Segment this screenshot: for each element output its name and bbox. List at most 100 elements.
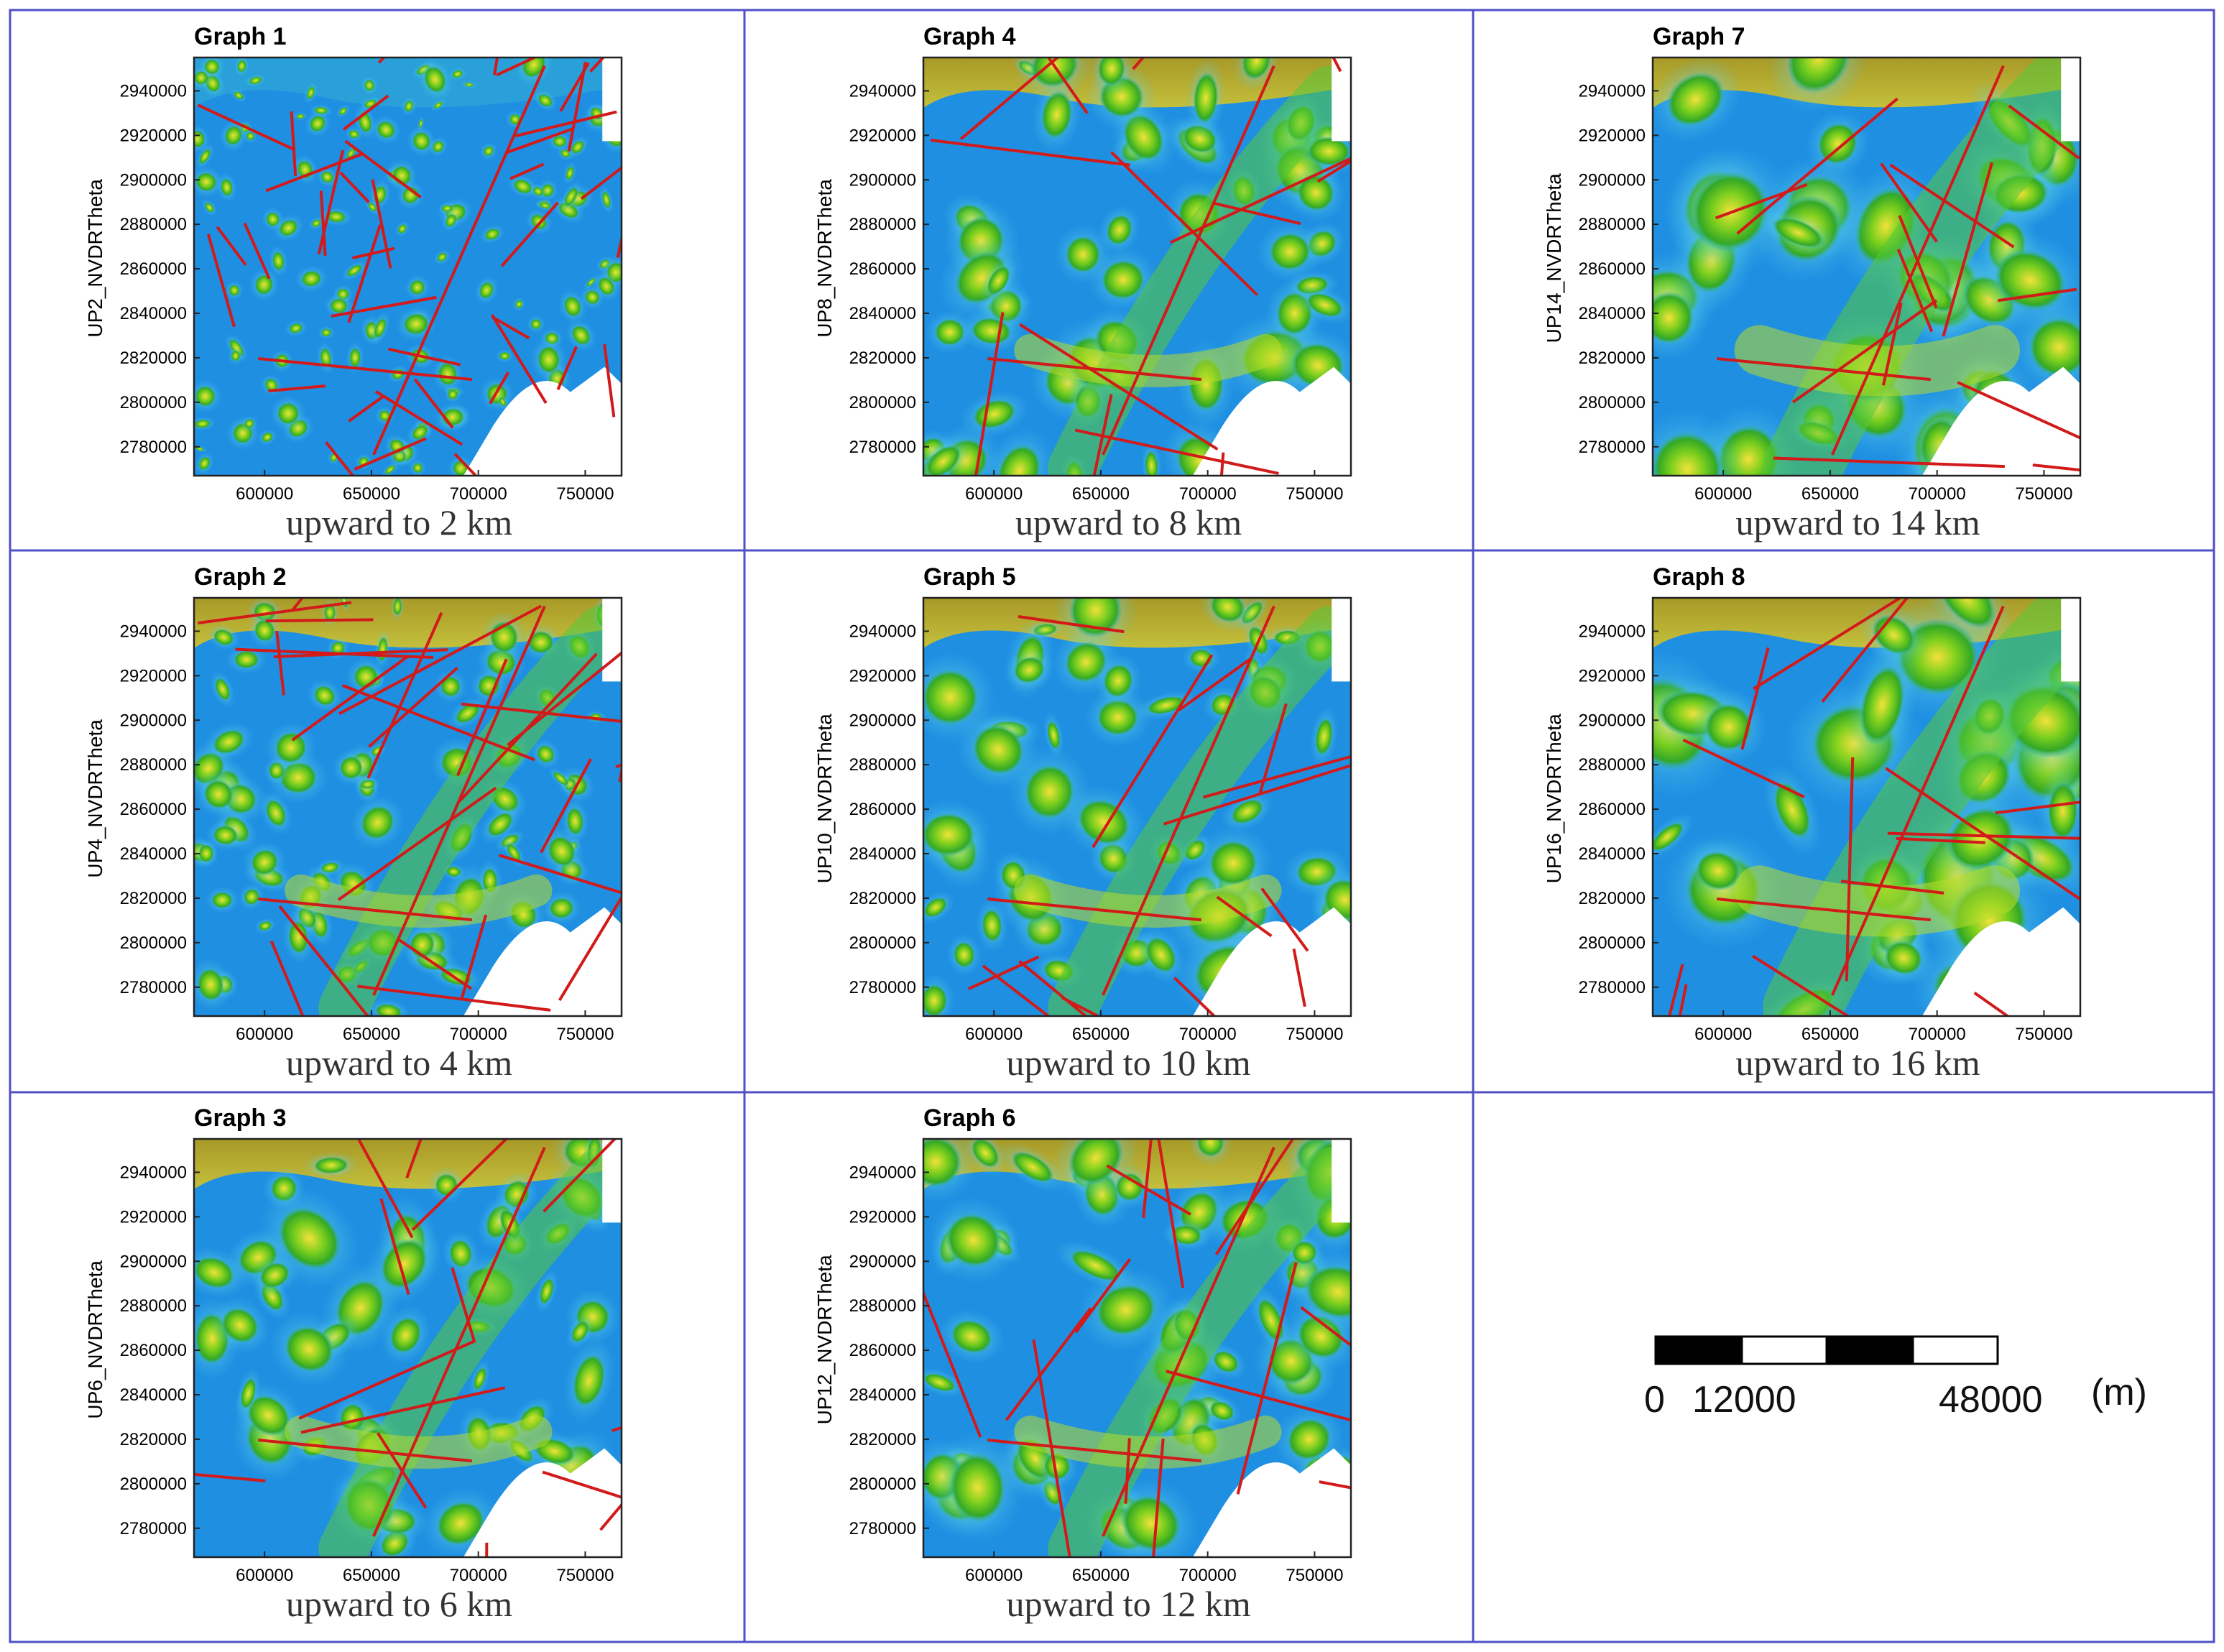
lineament — [290, 111, 297, 177]
y-tick-label: 2920000 — [120, 1207, 187, 1227]
lineament — [372, 1146, 546, 1537]
y-axis-label: UP10_NVDRTheta — [813, 714, 836, 883]
lineament — [344, 139, 423, 199]
lineament — [1019, 323, 1219, 451]
lineament — [1942, 162, 1993, 337]
lineament — [291, 655, 409, 742]
x-tick-label: 600000 — [1694, 484, 1752, 504]
x-tick-label: 600000 — [965, 1025, 1023, 1044]
lineament — [258, 1439, 472, 1463]
x-tick-label: 750000 — [1286, 1025, 1343, 1044]
lineament — [987, 1439, 1201, 1463]
y-tick-label: 2800000 — [849, 933, 916, 953]
y-tick-label: 2940000 — [120, 81, 187, 101]
lineament — [258, 357, 472, 382]
y-tick-label: 2820000 — [120, 889, 187, 908]
lineament — [987, 897, 1201, 922]
lineament — [507, 651, 622, 747]
lineament — [347, 224, 382, 323]
lineament — [987, 357, 1201, 382]
lineament — [194, 1472, 266, 1482]
lineament — [1957, 381, 2080, 440]
y-tick-label: 2780000 — [849, 1519, 916, 1538]
lineament — [1102, 65, 1275, 456]
lineament — [556, 346, 578, 390]
lineament — [1142, 1139, 1153, 1219]
lineament — [298, 1339, 475, 1420]
lineament — [967, 955, 1040, 991]
x-tick-label: 700000 — [1179, 484, 1237, 504]
lineament — [603, 343, 616, 417]
lineament — [411, 1139, 509, 1232]
x-tick-label: 750000 — [1286, 484, 1343, 504]
lineament — [371, 179, 392, 269]
y-tick-label: 2940000 — [1579, 622, 1646, 641]
lineament — [1896, 836, 1985, 844]
lineament — [388, 347, 461, 366]
lineament — [492, 315, 530, 340]
lineament — [930, 139, 1130, 167]
y-tick-label: 2940000 — [849, 81, 916, 101]
lineament — [1102, 1146, 1275, 1537]
y-tick-label: 2840000 — [849, 304, 916, 323]
panel-title: Graph 4 — [923, 23, 1016, 50]
x-tick-label: 700000 — [450, 1025, 507, 1044]
lineament — [1316, 159, 1351, 183]
lineament — [982, 964, 1051, 1016]
y-tick-label: 2880000 — [1579, 215, 1646, 234]
y-tick-label: 2900000 — [849, 1252, 916, 1271]
x-tick-label: 750000 — [2015, 1025, 2072, 1044]
lineament — [1717, 897, 1931, 922]
y-tick-label: 2920000 — [849, 126, 916, 145]
x-tick-label: 650000 — [1072, 484, 1130, 504]
y-axis-label: UP14_NVDRTheta — [1543, 173, 1565, 343]
lineament — [1736, 97, 1898, 235]
y-tick-label: 2880000 — [120, 215, 187, 234]
panel-caption: upward to 10 km — [1006, 1043, 1250, 1083]
lineament — [325, 441, 355, 476]
lineament — [275, 630, 285, 696]
lineament — [1753, 598, 1904, 691]
y-axis-label: UP2_NVDRTheta — [84, 179, 106, 338]
y-tick-label: 2800000 — [120, 1475, 187, 1494]
y-tick-label: 2780000 — [849, 978, 916, 997]
lineament — [398, 938, 473, 990]
lineament — [348, 394, 385, 423]
map-panel: Graph 8 2940000 2920000 2900000 2880000 28600… — [1543, 563, 2082, 1083]
x-tick-label: 650000 — [1801, 484, 1859, 504]
y-tick-label: 2820000 — [1579, 889, 1646, 908]
y-tick-label: 2840000 — [120, 304, 187, 323]
y-tick-label: 2780000 — [1579, 978, 1646, 997]
lineament — [1214, 202, 1301, 226]
lineament — [567, 61, 587, 152]
y-tick-label: 2780000 — [849, 438, 916, 457]
lineament — [1106, 1164, 1191, 1216]
y-tick-label: 2800000 — [1579, 933, 1646, 953]
lineament — [368, 666, 458, 748]
lineament — [278, 905, 370, 1016]
lineament — [1061, 996, 1102, 1016]
lineament — [558, 895, 622, 1002]
x-tick-label: 750000 — [2015, 484, 2072, 504]
lineament — [1032, 1339, 1071, 1557]
lineament — [1110, 151, 1259, 296]
lineament — [1845, 757, 1855, 982]
map-panel: Graph 2 2940000 2920000 2900000 2880000 28600… — [84, 563, 623, 1083]
y-tick-label: 2880000 — [120, 1296, 187, 1316]
lineament — [1831, 605, 2005, 996]
y-tick-label: 2860000 — [849, 259, 916, 279]
panel-title: Graph 5 — [923, 563, 1015, 591]
lineament — [265, 152, 364, 193]
y-axis-label: UP6_NVDRTheta — [84, 1260, 106, 1419]
lineament — [337, 786, 497, 901]
lineament — [356, 1139, 414, 1239]
anomaly-map — [923, 1139, 1351, 1557]
y-tick-label: 2880000 — [849, 755, 916, 775]
lineament — [235, 647, 434, 660]
y-axis-label: UP4_NVDRTheta — [84, 719, 106, 878]
lineament — [589, 57, 606, 73]
lineament — [1102, 605, 1275, 996]
lineament — [1882, 303, 1903, 386]
lineament — [339, 171, 370, 203]
lineament — [372, 65, 546, 456]
